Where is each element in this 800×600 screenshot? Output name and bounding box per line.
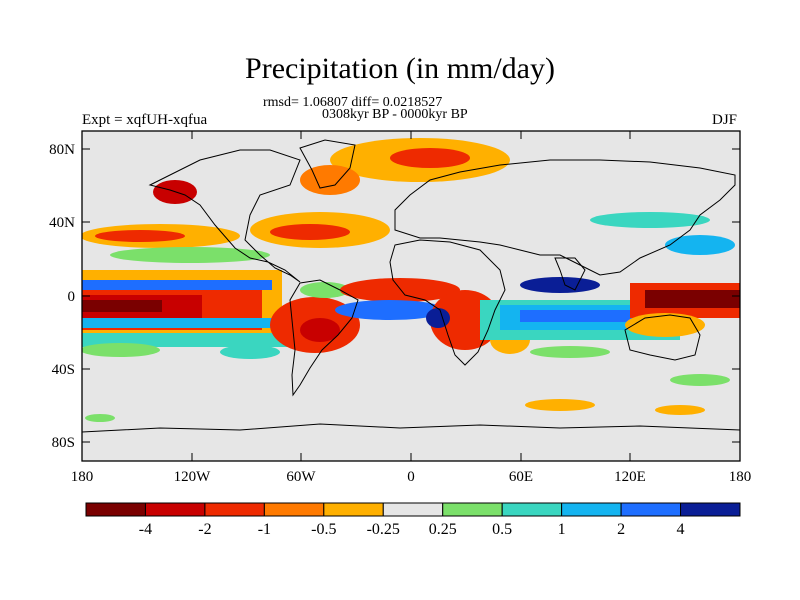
- season-label: DJF: [712, 112, 738, 128]
- lon-tick-label: 120E: [614, 469, 646, 485]
- coast-south-america: [289, 279, 359, 397]
- colorbar-swatch: [442, 502, 503, 517]
- field-npac-w-cyan: [590, 212, 710, 228]
- coast-europe: [394, 159, 736, 276]
- lat-tick-label: 80S: [52, 435, 75, 451]
- colorbar-swatch: [620, 502, 682, 517]
- field-indian-blue: [520, 310, 660, 322]
- lat-axis: 80N 40N 0 40S 80S: [49, 142, 740, 451]
- coast-africa: [389, 239, 506, 366]
- experiment-label: Expt = xqfUH-xqfua: [82, 112, 208, 128]
- colorbar-label: -0.25: [367, 521, 400, 538]
- field-soc-green4: [85, 414, 115, 422]
- field-soc-orange: [525, 399, 595, 411]
- field-soc-orange2: [655, 405, 705, 415]
- field-pacific-blue-s: [82, 318, 292, 328]
- colorbar-label: 4: [677, 521, 685, 538]
- lat-tick-label: 40N: [49, 215, 75, 231]
- coast-north-america: [148, 149, 301, 283]
- colorbar-label: -2: [198, 521, 211, 538]
- lon-tick-label: 180: [729, 469, 752, 485]
- field-pacific-maroon: [82, 300, 162, 312]
- lon-tick-label: 180: [71, 469, 94, 485]
- colorbar-label: -0.5: [311, 521, 336, 538]
- field-eqatl-red: [340, 278, 460, 302]
- colorbar-swatch: [263, 502, 325, 517]
- field-indian-navy: [520, 277, 600, 293]
- field-arctic-red: [390, 148, 470, 168]
- lat-tick-label: 40S: [52, 362, 75, 378]
- field-npac-green: [110, 247, 270, 263]
- precip-anomaly-fields: [82, 138, 740, 422]
- field-greenland-orange: [300, 165, 360, 195]
- colorbar-swatch: [85, 502, 146, 517]
- lon-tick-label: 0: [407, 469, 415, 485]
- colorbar-label: 1: [558, 521, 566, 538]
- field-samerica-green: [300, 282, 350, 298]
- period-subtitle: 0308kyr BP - 0000kyr BP: [322, 107, 468, 122]
- field-australia-orange: [625, 313, 705, 337]
- lon-tick-label: 60E: [509, 469, 533, 485]
- colorbar-label: 0.25: [429, 521, 457, 538]
- colorbar: -4 -2 -1 -0.5 -0.25 0.25 0.5 1 2 4: [85, 502, 741, 538]
- colorbar-label: 2: [617, 521, 625, 538]
- colorbar-swatch: [680, 502, 741, 517]
- colorbar-swatch: [561, 502, 622, 517]
- lon-axis: 180 120W 60W 0 60E 120E 180: [71, 131, 752, 485]
- field-soc-green3: [670, 374, 730, 386]
- lon-tick-label: 60W: [286, 469, 316, 485]
- field-natl-red: [270, 224, 350, 240]
- colorbar-swatch: [501, 502, 563, 517]
- colorbar-swatch: [144, 502, 206, 517]
- colorbar-label: -1: [258, 521, 271, 538]
- stats-subtitle: rmsd= 1.06807 diff= 0.0218527: [263, 95, 443, 110]
- lon-tick-label: 120W: [174, 469, 212, 485]
- field-wpac-maroon: [645, 290, 740, 308]
- field-eqatl-blue: [335, 300, 445, 320]
- coast-australia: [624, 314, 701, 361]
- colorbar-label: 0.5: [492, 521, 512, 538]
- colorbar-swatch: [382, 502, 444, 517]
- map-title: Precipitation (in mm/day): [245, 52, 555, 85]
- field-npac-red: [95, 230, 185, 242]
- field-pacific-cyan-s: [82, 333, 302, 347]
- colorbar-swatch: [323, 502, 384, 517]
- coast-greenland: [299, 139, 356, 189]
- colorbar-label: -4: [139, 521, 152, 538]
- coast-india: [554, 257, 586, 291]
- colorbar-swatch: [204, 502, 265, 517]
- field-africa-navy: [426, 308, 450, 328]
- lat-tick-label: 80N: [49, 142, 75, 158]
- field-soc-cyan1: [220, 345, 280, 359]
- field-soc-green1: [82, 343, 160, 357]
- field-wpac-blue: [665, 235, 735, 255]
- field-soc-green2: [530, 346, 610, 358]
- coastlines: [82, 139, 740, 433]
- lat-tick-label: 0: [68, 289, 76, 305]
- field-samerica-darkred: [300, 318, 340, 342]
- coast-antarctica: [82, 423, 740, 433]
- field-pacific-blue-n: [82, 280, 272, 290]
